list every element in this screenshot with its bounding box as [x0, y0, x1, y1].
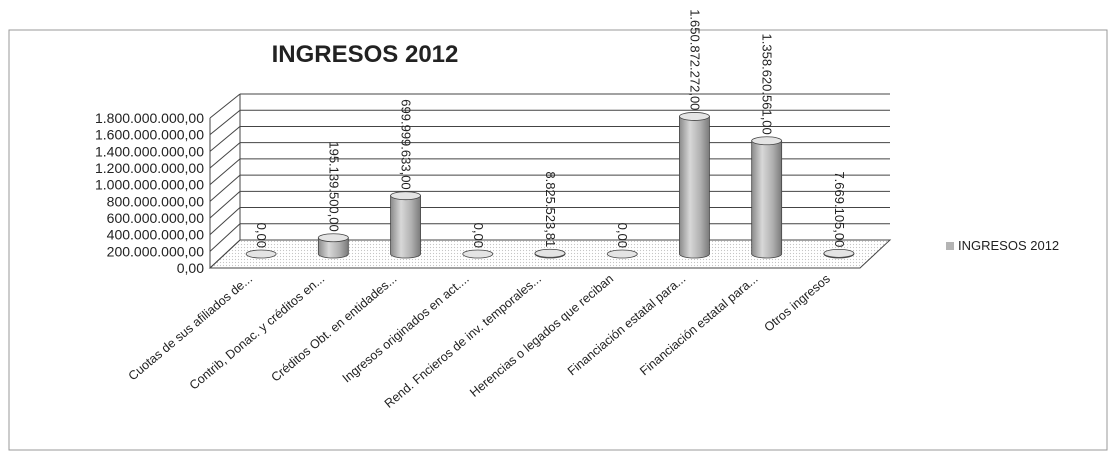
bar-top — [534, 248, 566, 258]
bar-top — [679, 112, 710, 121]
data-label: 0,00 — [254, 223, 269, 248]
bar-top — [606, 249, 638, 259]
y-tick-label: 1.600.000.000,00 — [95, 127, 204, 143]
bar-top — [317, 233, 349, 243]
data-label: 699.999.633,00 — [399, 99, 414, 189]
bar-top — [823, 248, 855, 258]
bar — [534, 248, 566, 259]
bar-body — [679, 116, 710, 259]
bar — [679, 112, 710, 259]
side-gridline — [209, 109, 241, 136]
data-label: 195.139.500,00 — [326, 141, 341, 231]
y-tick-label: 800.000.000,00 — [107, 193, 205, 209]
legend-swatch — [946, 242, 954, 250]
data-label: 1.650.872.272,00 — [687, 9, 702, 110]
bar — [751, 136, 783, 259]
bar-body — [317, 237, 349, 259]
y-tick-label: 1.000.000.000,00 — [95, 177, 204, 193]
data-label: 1.358.620.561,00 — [760, 34, 775, 135]
side-gridline — [209, 142, 241, 169]
bar — [606, 249, 638, 259]
side-gridline — [209, 126, 241, 152]
side-gridline — [209, 223, 241, 252]
data-label: 7.669.105,00 — [832, 171, 847, 247]
side-gridline — [209, 207, 241, 236]
bar-top — [751, 136, 783, 146]
bar-top — [462, 249, 494, 259]
data-labels: 0,00 195.139.500,00 699.999.633,00 0,00 8.82… — [254, 9, 847, 248]
chart-title: INGRESOS 2012 — [272, 41, 459, 68]
bar — [245, 249, 277, 259]
y-tick-label: 200.000.000,00 — [107, 243, 205, 259]
legend-label: INGRESOS 2012 — [958, 238, 1059, 253]
bars — [245, 112, 855, 259]
y-tick-label: 1.200.000.000,00 — [95, 160, 204, 176]
side-gridline — [209, 174, 241, 202]
bar — [462, 249, 494, 259]
y-tick-label: 0,00 — [177, 260, 204, 276]
bar — [317, 233, 349, 259]
bar-body — [751, 140, 783, 259]
bar-body — [390, 195, 421, 259]
bar-top — [245, 249, 277, 259]
side-gridline — [209, 158, 241, 186]
data-label: 0,00 — [615, 223, 630, 248]
bar-top — [390, 191, 421, 201]
y-tick-label: 600.000.000,00 — [107, 210, 205, 226]
y-tick-label: 1.400.000.000,00 — [95, 143, 204, 159]
bar — [390, 191, 421, 259]
bar — [823, 248, 855, 259]
y-tick-label: 400.000.000,00 — [107, 227, 205, 243]
axis-ticks: 0,00200.000.000,00400.000.000,00600.000.… — [95, 110, 204, 276]
side-gridline — [209, 190, 241, 219]
data-label: 0,00 — [471, 223, 486, 248]
legend: INGRESOS 2012 — [946, 238, 1059, 253]
y-tick-label: 1.800.000.000,00 — [95, 110, 204, 126]
data-label: 8.825.523,81 — [543, 171, 558, 247]
side-gridline — [209, 93, 241, 119]
